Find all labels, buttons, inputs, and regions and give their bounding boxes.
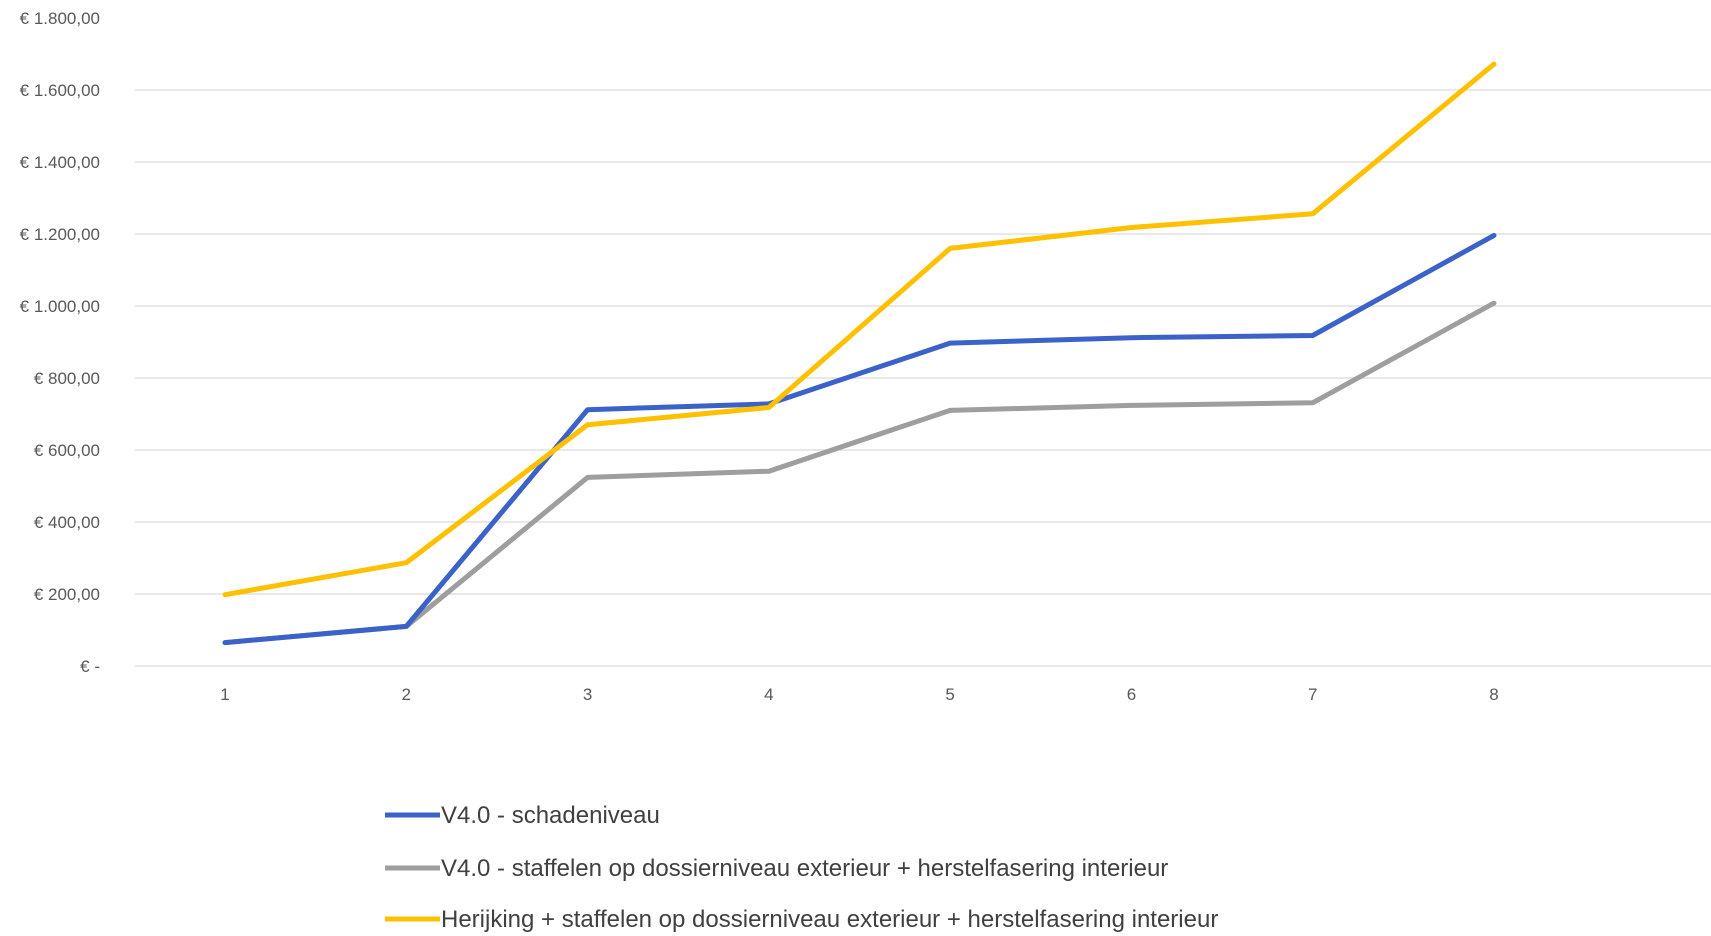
legend-label: V4.0 - staffelen op dossierniveau exteri… [441,855,1168,882]
legend: V4.0 - schadeniveau V4.0 - staffelen op d… [385,802,1218,933]
y-tick-label: € 400,00 [34,513,100,532]
y-tick-label: € 200,00 [34,585,100,604]
legend-item: Herijking + staffelen op dossierniveau e… [385,906,1218,933]
y-tick-label: € 1.000,00 [20,297,100,316]
series-lines [222,61,1497,646]
y-tick-label: € 1.400,00 [20,153,100,172]
x-tick-label: 4 [764,685,773,704]
x-tick-label: 8 [1489,685,1498,704]
series-line-2 [222,300,1497,646]
x-tick-label: 6 [1127,685,1136,704]
legend-label: V4.0 - schadeniveau [441,802,660,829]
legend-label: Herijking + staffelen op dossierniveau e… [441,906,1218,933]
y-tick-label: € 800,00 [34,369,100,388]
x-axis-tick-labels: 1 2 3 4 5 6 7 8 [220,685,1498,704]
y-tick-label: € 600,00 [34,441,100,460]
y-tick-label: € - [80,657,100,676]
x-tick-label: 3 [583,685,592,704]
y-tick-label: € 1.800,00 [20,9,100,28]
series-line-1 [222,232,1497,646]
y-tick-label: € 1.600,00 [20,81,100,100]
x-tick-label: 2 [402,685,411,704]
legend-item: V4.0 - staffelen op dossierniveau exteri… [385,855,1168,882]
legend-item: V4.0 - schadeniveau [385,802,660,829]
x-tick-label: 7 [1308,685,1317,704]
gridlines [135,89,1711,667]
y-tick-label: € 1.200,00 [20,225,100,244]
y-axis-tick-labels: € - € 200,00 € 400,00 € 600,00 € 800,00 € 1.0… [20,9,100,676]
x-tick-label: 5 [945,685,954,704]
x-tick-label: 1 [220,685,229,704]
series-line-3 [222,61,1497,598]
